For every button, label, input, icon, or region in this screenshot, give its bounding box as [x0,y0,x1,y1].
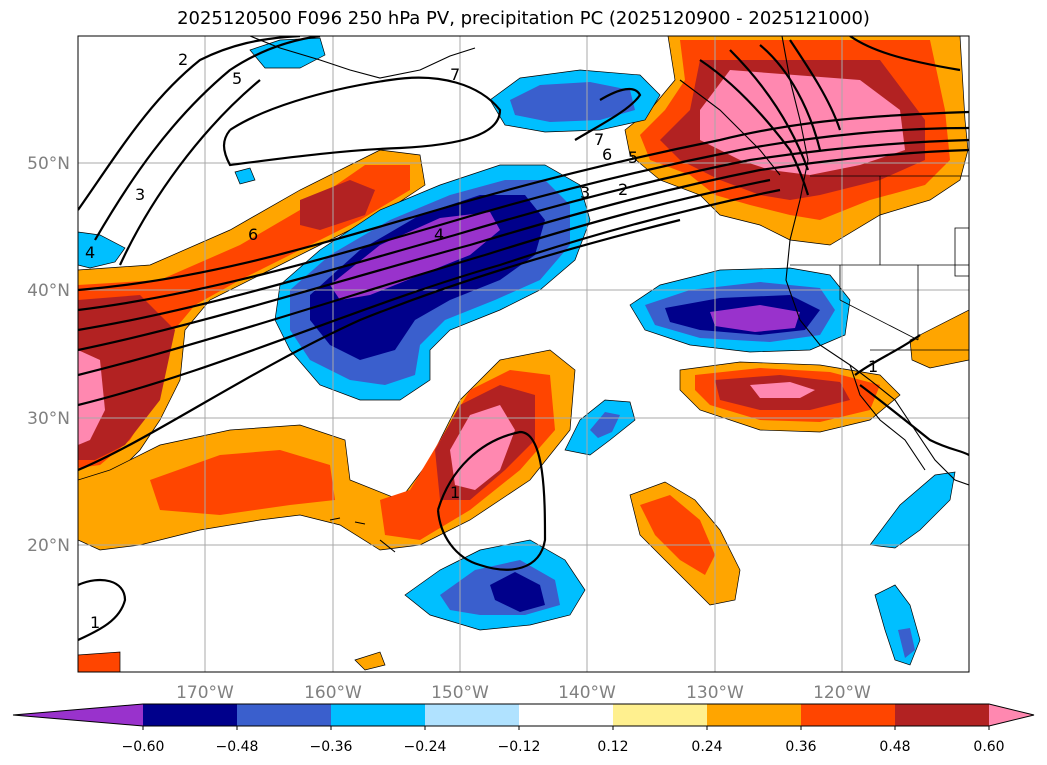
lat-label: 40°N [27,281,70,301]
colorbar-swatch [425,704,520,726]
colorbar-extend-high [989,704,1034,726]
contour-label: 3 [135,185,145,204]
colorbar: −0.60 −0.48 −0.36 −0.24 −0.12 0.12 0.24 0.36 0.4… [12,703,1035,755]
figure-title: 2025120500 F096 250 hPa PV, precipitatio… [177,8,870,29]
colorbar-tick-label: −0.48 [216,739,259,755]
colorbar-swatch [801,704,896,726]
contour-label: 1 [90,613,100,632]
contour-label: 4 [434,225,444,244]
contour-label: 3 [580,183,590,202]
contour-label: 4 [85,243,95,262]
map-frame [77,35,970,673]
contour-label: 6 [248,225,258,244]
contour-label: 7 [594,130,604,149]
negative-anomaly-central [274,164,591,401]
lon-label: 120°W [813,683,871,703]
contour-label: 7 [450,65,460,84]
contour-label: 2 [618,180,628,199]
colorbar-tick-label: 0.36 [785,739,816,755]
negative-anomaly-small [404,399,956,666]
contour-label: 1 [868,357,878,376]
positive-anomaly-east [679,309,969,433]
colorbar-extend-low [13,704,143,726]
colorbar-swatch [331,704,426,726]
colorbar-tick-label: 0.60 [973,739,1004,755]
colorbar-tick-label: 0.12 [597,739,628,755]
colorbar-swatch [519,704,614,726]
lat-label: 30°N [27,409,70,429]
negative-anomaly-north [78,37,661,269]
colorbar-tick-label: −0.36 [310,739,353,755]
lon-label: 170°W [176,683,234,703]
positive-anomaly-small [78,481,741,672]
contour-label: 6 [602,145,612,164]
lat-label: 20°N [27,536,70,556]
pv-contours [78,36,969,642]
contour-label: 5 [628,148,638,167]
colorbar-swatch [143,704,238,726]
positive-anomaly-subtropical [78,349,576,551]
colorbar-tick-label: −0.12 [498,739,541,755]
negative-anomaly-east [629,267,851,353]
colorbar-swatch [707,704,802,726]
borders [790,175,969,351]
colorbar-swatch [237,704,332,726]
latitude-labels: 50°N 40°N 30°N 20°N [27,154,70,556]
colorbar-tick-label: 0.24 [691,739,722,755]
colorbar-swatch [895,704,990,726]
contour-label: 2 [178,50,188,69]
lat-label: 50°N [27,154,70,174]
colorbar-tick-label: −0.24 [404,739,447,755]
lon-label: 130°W [686,683,744,703]
colorbar-tick-label: −0.60 [122,739,165,755]
contour-label: 1 [450,483,460,502]
lon-label: 160°W [304,683,362,703]
lon-label: 140°W [558,683,616,703]
lon-label: 150°W [431,683,489,703]
map-content: 7 7 6 5 4 3 2 2 3 6 5 4 1 1 1 [78,36,969,672]
contour-label: 5 [232,69,242,88]
colorbar-swatch [613,704,708,726]
contour-labels: 7 7 6 5 4 3 2 2 3 6 5 4 1 1 1 [85,50,878,632]
colorbar-tick-label: 0.48 [879,739,910,755]
longitude-labels: 170°W 160°W 150°W 140°W 130°W 120°W [176,683,871,703]
